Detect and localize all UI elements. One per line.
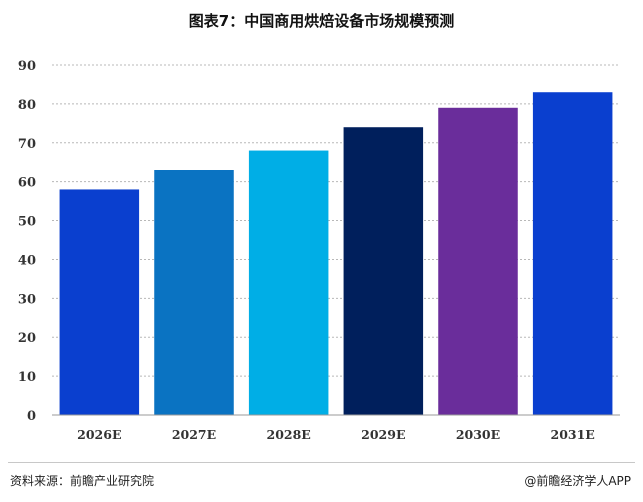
gridlines: [52, 64, 620, 377]
y-tick-label: 70: [18, 137, 36, 152]
bar-2026E: [59, 189, 140, 415]
y-tick-label: 60: [18, 176, 36, 191]
y-tick-label: 50: [18, 215, 36, 230]
source-note: 资料来源：前瞻产业研究院: [10, 474, 155, 488]
x-axis-category-labels: 2026E 2027E 2028E 2029E 2030E 2031E: [77, 427, 595, 442]
y-tick-label: 90: [18, 59, 36, 74]
bar-2028E: [248, 150, 329, 416]
x-category-label: 2028E: [267, 427, 311, 442]
y-tick-label: 30: [18, 292, 36, 307]
brand-watermark: @前瞻经济学人APP: [524, 474, 631, 488]
y-tick-label: 10: [18, 370, 36, 385]
x-category-label: 2030E: [456, 427, 500, 442]
bars: [59, 92, 613, 416]
y-tick-label: 80: [18, 98, 36, 113]
y-tick-label: 0: [27, 409, 36, 424]
x-category-label: 2026E: [77, 427, 121, 442]
x-category-label: 2027E: [172, 427, 216, 442]
footer-divider: [8, 462, 635, 463]
bar-2030E: [438, 107, 518, 416]
y-tick-label: 20: [18, 331, 36, 346]
y-tick-label: 40: [18, 253, 36, 268]
x-category-label: 2031E: [551, 427, 595, 442]
bar-2029E: [343, 127, 424, 415]
bar-2027E: [154, 170, 234, 415]
x-category-label: 2029E: [361, 427, 405, 442]
chart-title: 图表7：中国商用烘焙设备市场规模预测: [188, 12, 455, 30]
bar-2031E: [532, 92, 613, 415]
y-axis-tick-labels: 0 10 20 30 40 50 60 70 80 90: [18, 59, 36, 424]
